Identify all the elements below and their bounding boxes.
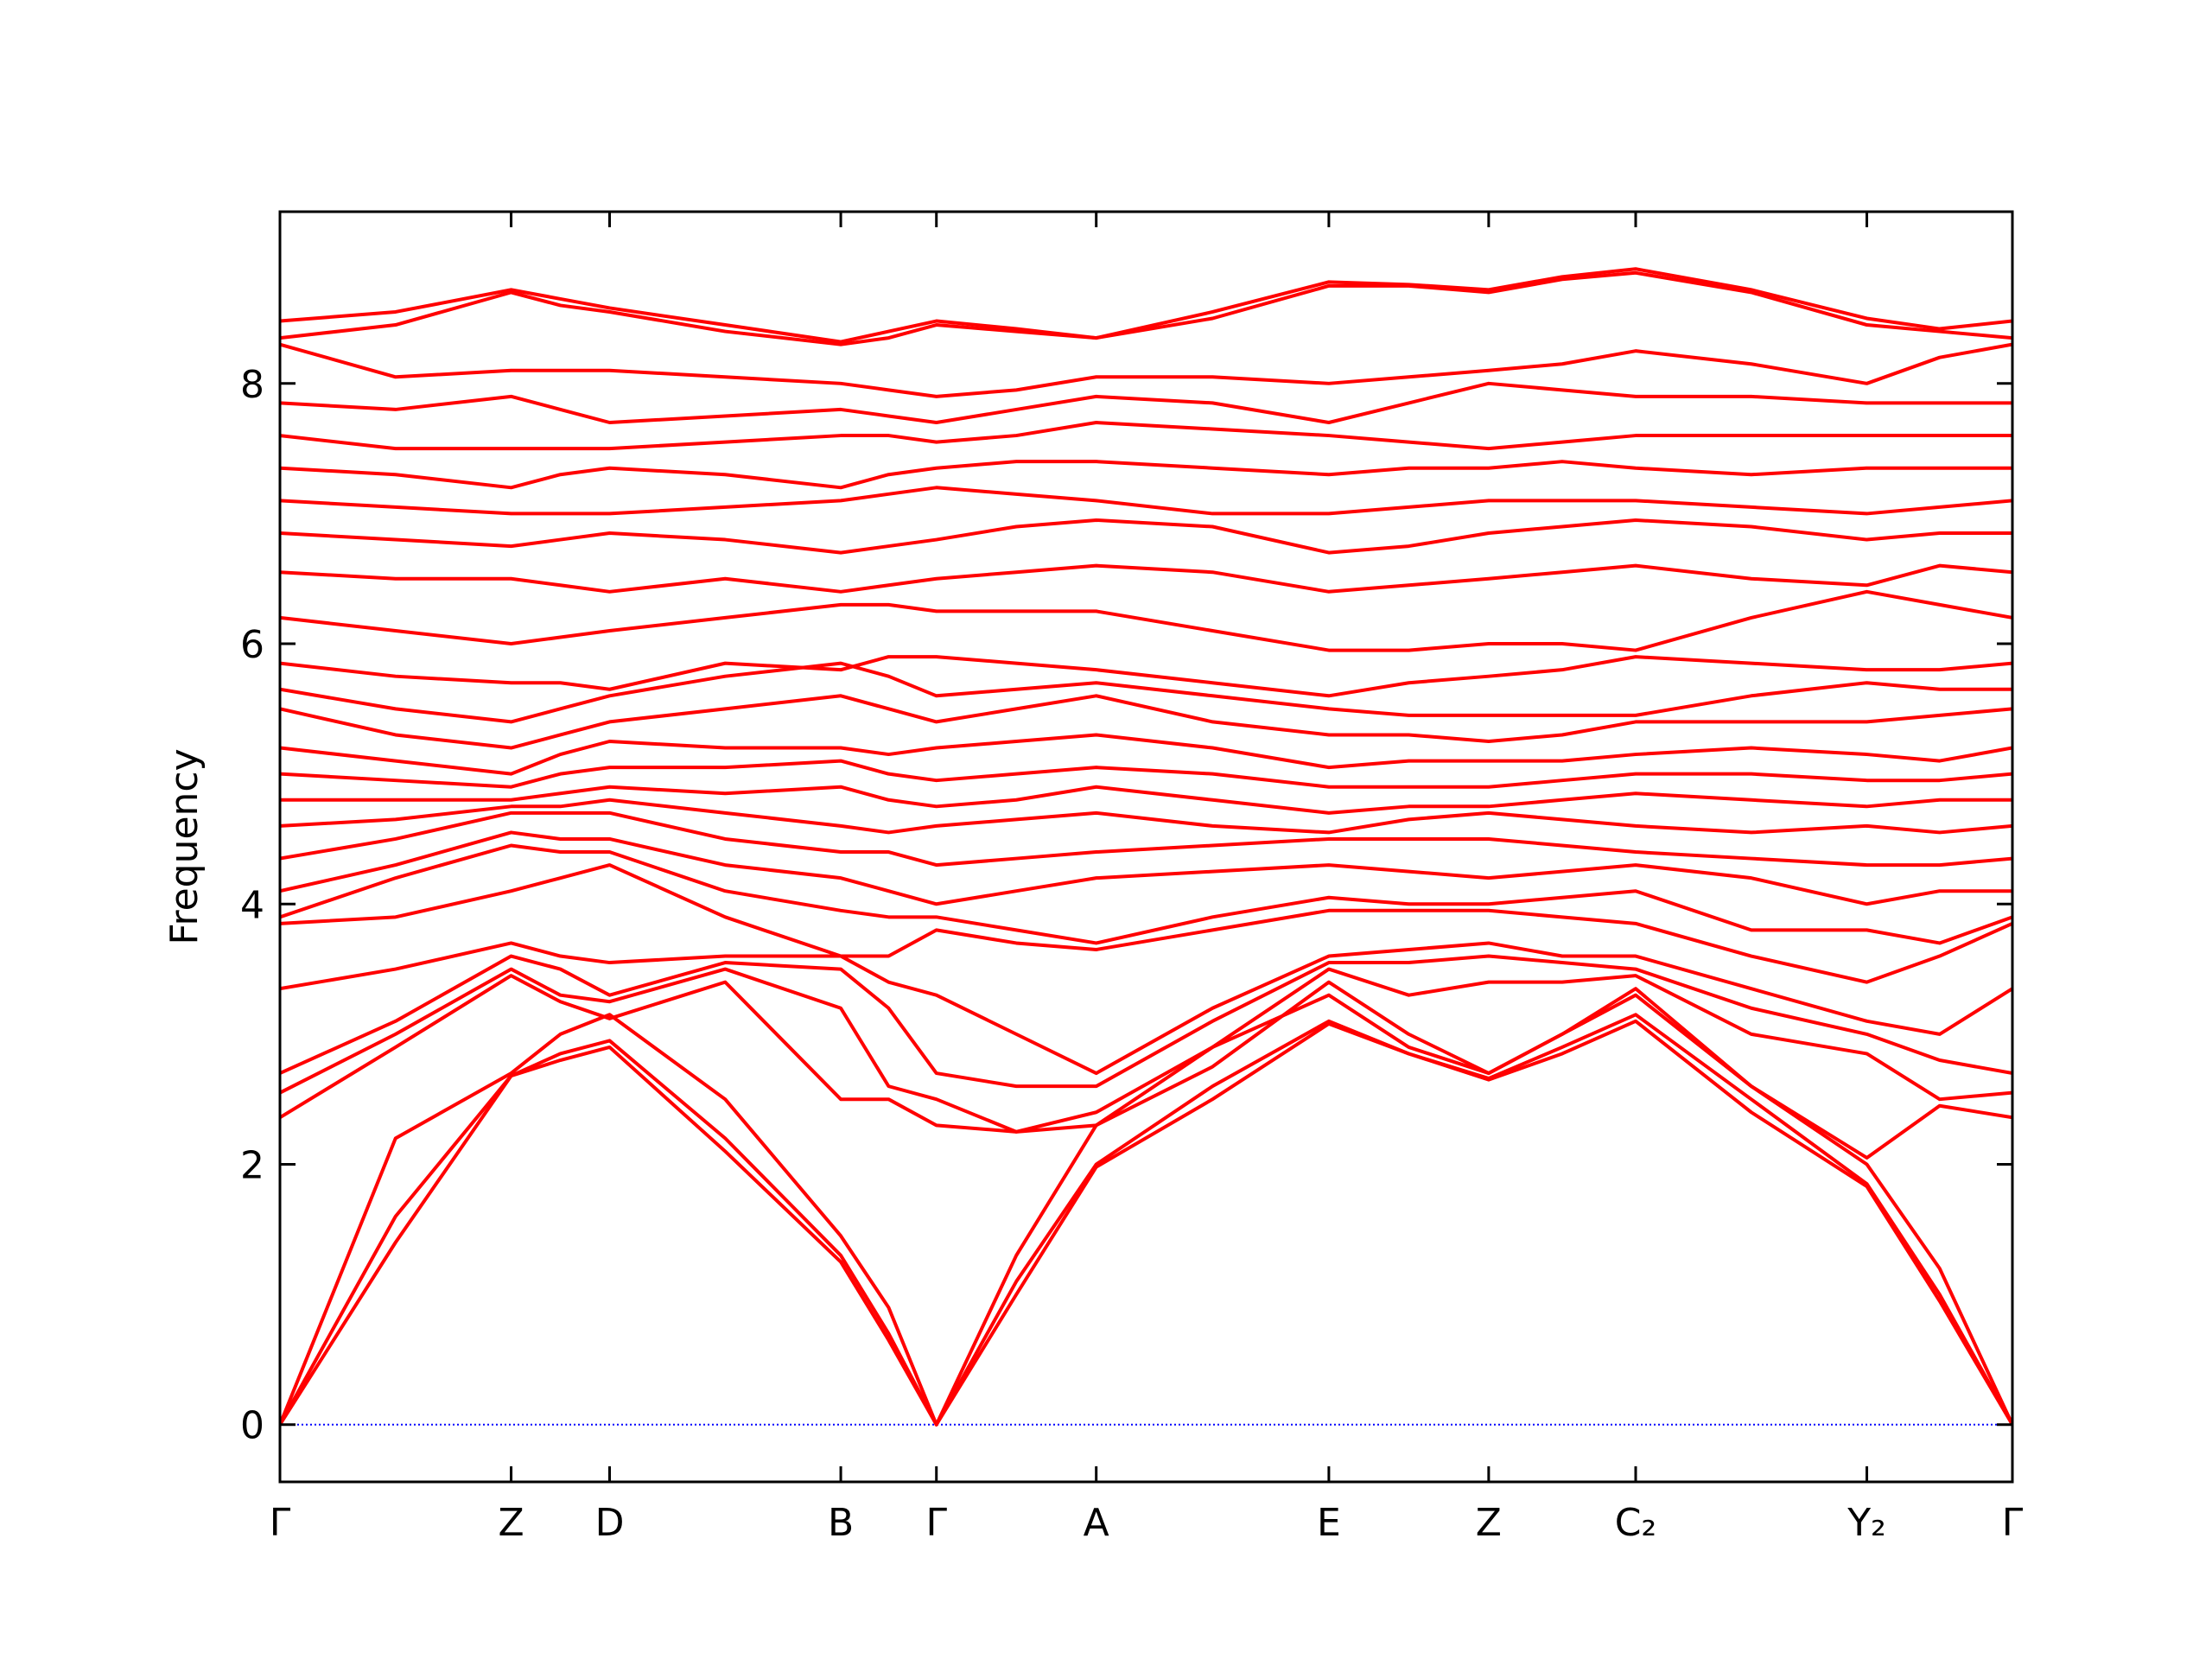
- x-tick-label: Z: [1476, 1501, 1502, 1545]
- band-line: [280, 694, 2012, 750]
- x-tick-label: B: [828, 1501, 854, 1545]
- x-tick-label: C₂: [1615, 1501, 1656, 1545]
- band-line: [280, 486, 2012, 516]
- band-line: [280, 810, 2012, 868]
- band-line: [280, 267, 2012, 344]
- band-line: [280, 967, 2012, 1134]
- band-line: [280, 759, 2012, 789]
- x-tick-label: Y₂: [1847, 1501, 1886, 1545]
- band-line: [280, 954, 2012, 1089]
- band-line: [280, 843, 2012, 945]
- band-line: [280, 1013, 2012, 1427]
- band-line: [280, 974, 2012, 1160]
- band-line: [280, 518, 2012, 555]
- band-line: [280, 589, 2012, 652]
- band-line: [280, 798, 2012, 835]
- y-tick-label: 8: [240, 363, 264, 407]
- band-line: [280, 421, 2012, 451]
- band-line: [280, 342, 2012, 398]
- band-line: [280, 270, 2012, 346]
- y-axis-label: Frequency: [162, 748, 207, 944]
- x-tick-label: Γ: [270, 1501, 291, 1545]
- band-line: [280, 941, 2012, 1076]
- band-line: [280, 661, 2012, 724]
- y-tick-label: 6: [240, 623, 264, 667]
- x-tick-label: A: [1084, 1501, 1109, 1545]
- x-tick-label: Z: [498, 1501, 524, 1545]
- band-line: [280, 381, 2012, 424]
- y-tick-label: 4: [240, 883, 264, 927]
- x-tick-label: Γ: [2002, 1501, 2024, 1545]
- band-line: [280, 733, 2012, 776]
- band-line: [280, 785, 2012, 815]
- band-line: [280, 460, 2012, 490]
- band-line: [280, 563, 2012, 594]
- x-tick-label: Γ: [925, 1501, 947, 1545]
- band-line: [280, 863, 2012, 984]
- y-tick-label: 2: [240, 1144, 264, 1188]
- band-line: [280, 1019, 2012, 1427]
- x-tick-label: D: [595, 1501, 625, 1545]
- band-line: [280, 655, 2012, 698]
- y-tick-label: 0: [240, 1404, 264, 1448]
- plot-frame: [278, 210, 2014, 1484]
- x-tick-label: E: [1317, 1501, 1341, 1545]
- band-line: [280, 830, 2012, 906]
